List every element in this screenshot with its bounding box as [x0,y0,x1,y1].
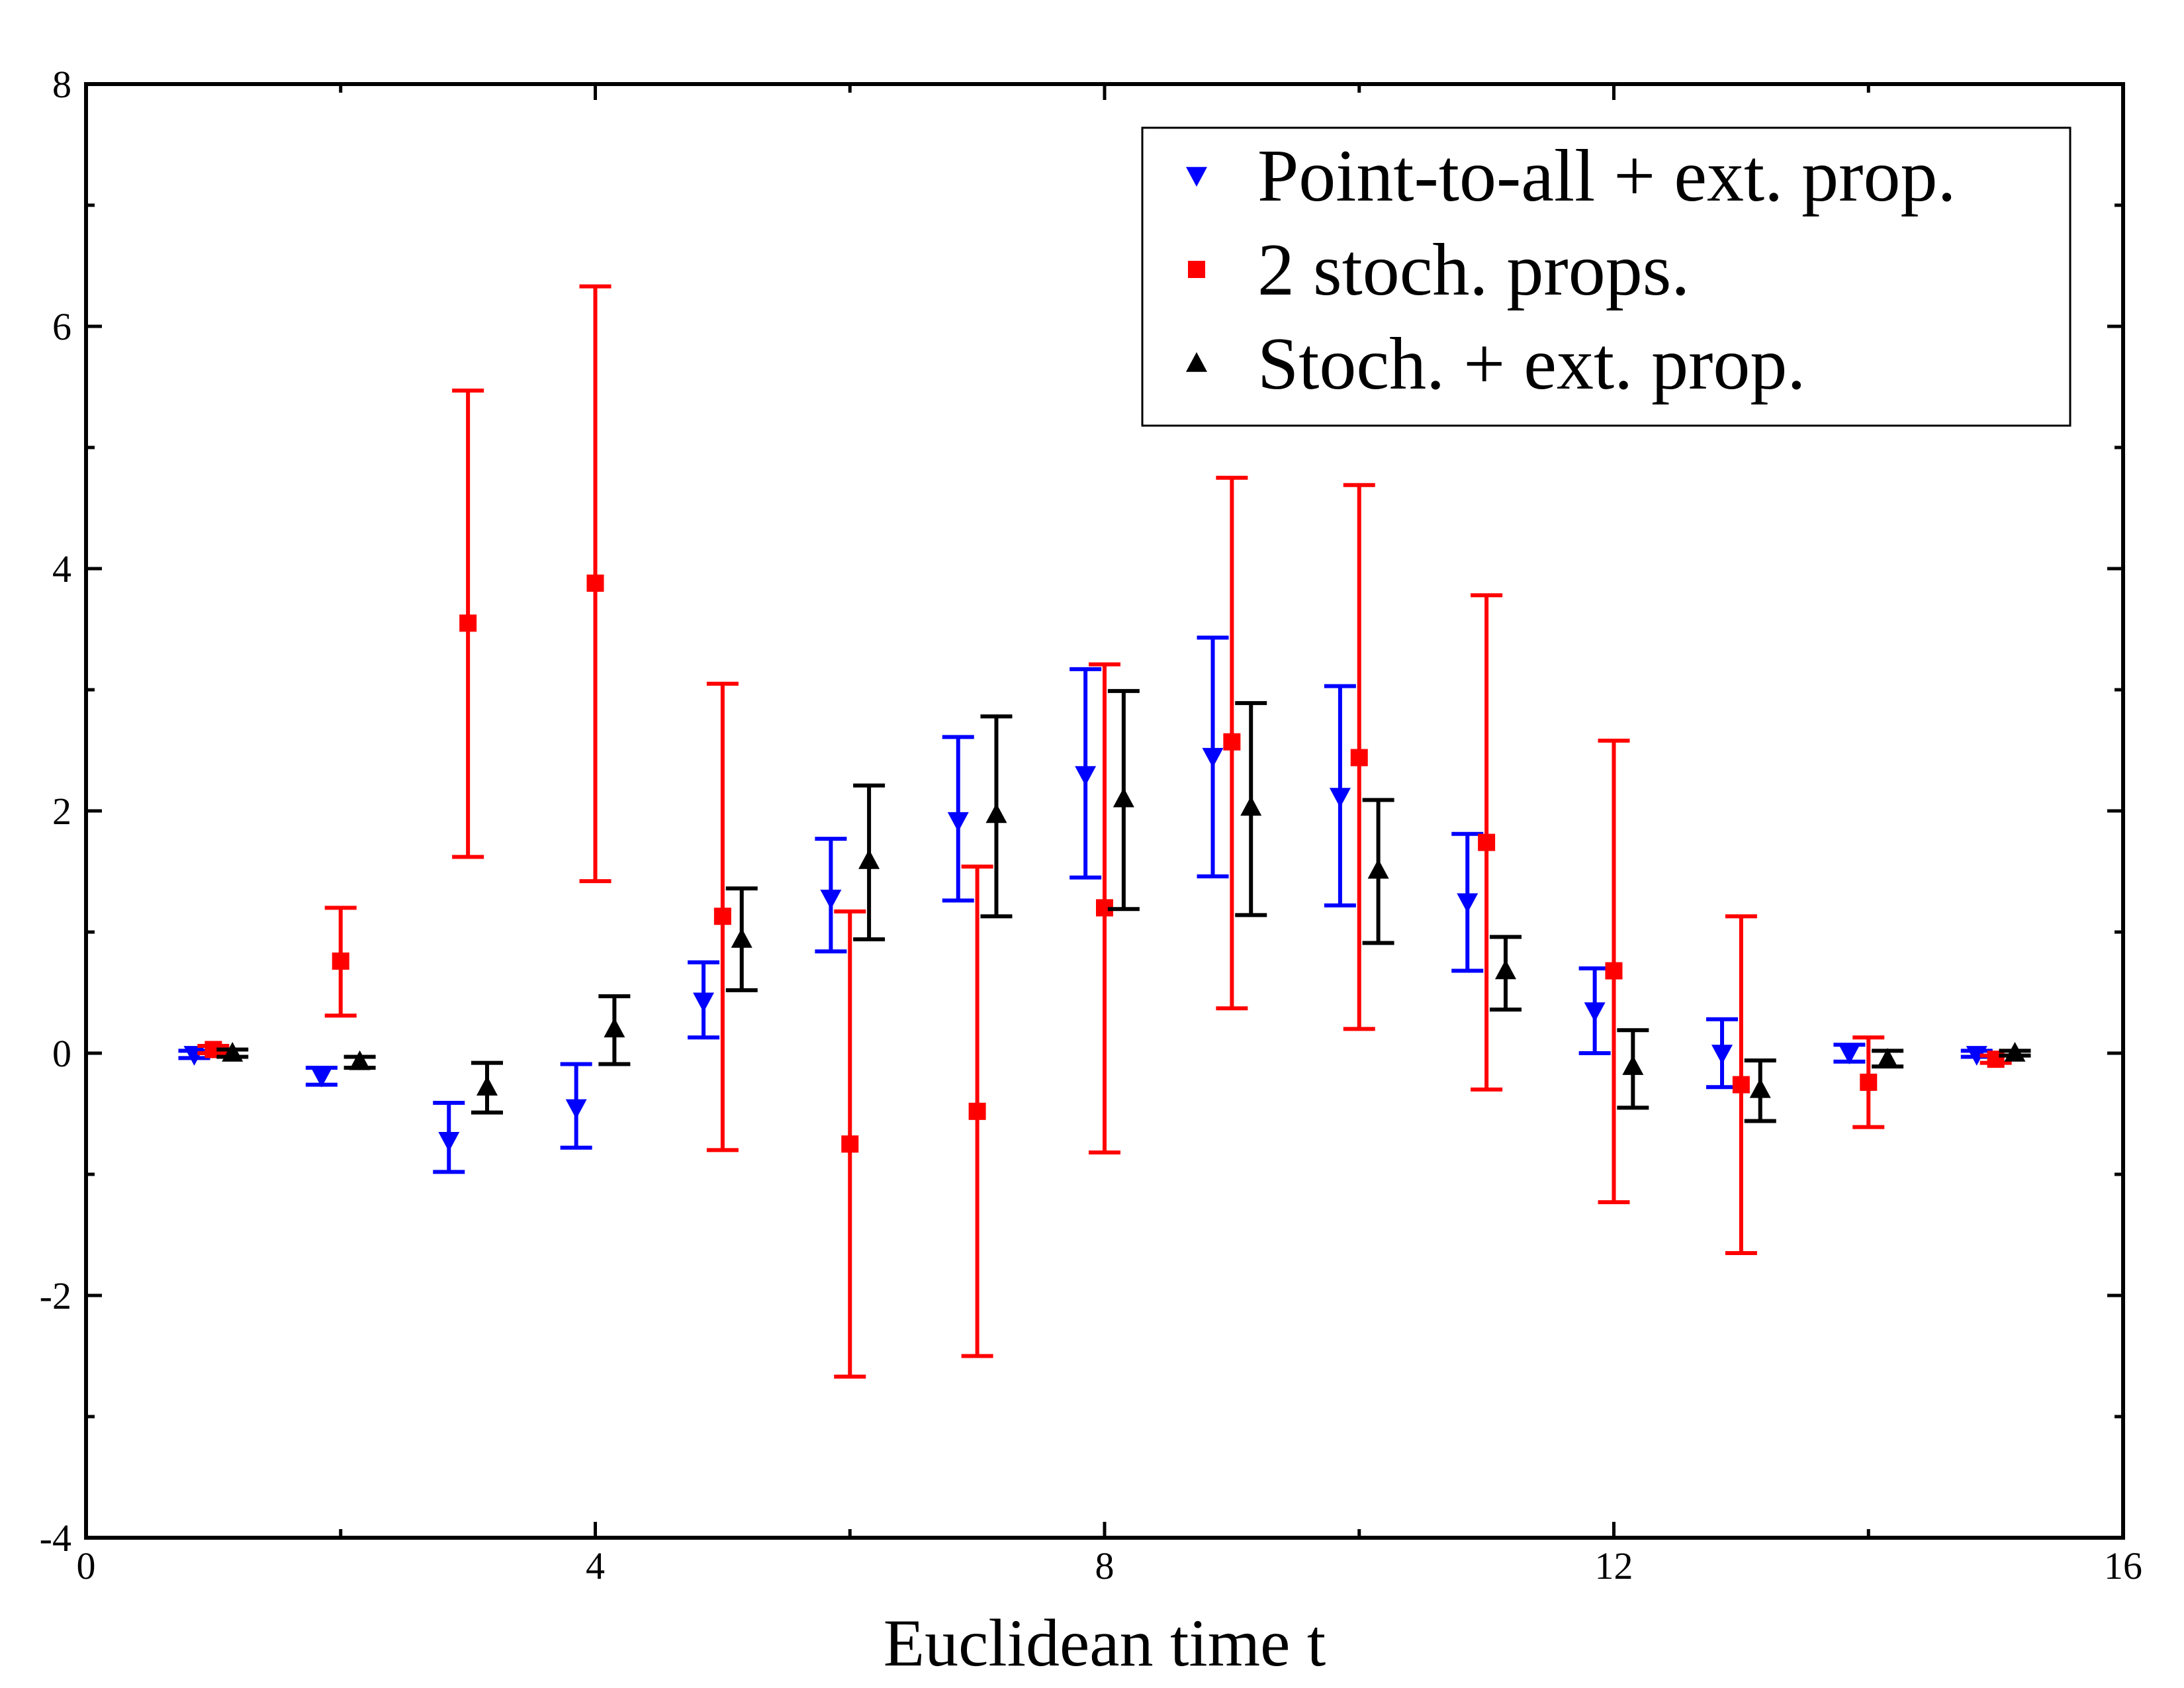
data-point [1202,747,1224,768]
legend-box [1141,126,2071,427]
plot-frame [84,82,2125,1540]
legend-label: Point-to-all + ext. prop. [1257,135,1956,217]
y-tick-label: 8 [52,63,71,106]
data-point [1987,1051,2005,1068]
data-point [1329,788,1351,808]
data-point [1223,733,1241,751]
data-point [459,614,477,632]
y-tick-label: 0 [52,1032,71,1075]
data-point [183,1046,205,1066]
data-point [310,1068,332,1088]
x-tick-label: 12 [1595,1544,1633,1587]
x-tick-label: 0 [77,1544,96,1587]
data-point [968,1102,986,1120]
x-axis-title: Euclidean time t [884,1606,1326,1681]
data-point [1075,766,1097,786]
data-point [820,890,842,910]
data-point [1350,749,1368,767]
data-point [2004,1042,2026,1062]
data-point [586,574,604,592]
data-point [438,1132,460,1152]
data-point [1113,787,1134,808]
axis-tick-labels: 0 4 8 12 16 -4 -2 0 2 4 6 8 [40,63,2142,1587]
y-tick-label: 2 [52,790,71,833]
x-tick-label: 8 [1095,1544,1115,1587]
data-point [841,1135,859,1153]
data-point [1494,959,1516,980]
data-point [1622,1055,1644,1075]
x-tick-label: 4 [586,1544,605,1587]
data-point [1478,833,1496,851]
data-point [476,1076,498,1096]
data-point [565,1099,587,1119]
y-tick-label: 6 [52,305,71,348]
y-tick-label: 4 [52,547,71,590]
data-point [1732,1076,1750,1094]
data-point [1877,1048,1899,1068]
legend-marker [1186,352,1207,372]
data-point [731,927,752,948]
y-tick-label: -4 [40,1517,71,1560]
data-point [693,992,715,1013]
data-point [1584,1002,1606,1022]
data-point [349,1050,371,1070]
data-point [947,812,969,832]
data-point [1605,962,1623,980]
data-point [222,1042,244,1062]
data-point [1367,859,1389,879]
legend-marker [1188,261,1205,278]
legend-label: 2 stoch. props. [1257,229,1690,311]
data-point [1240,796,1262,816]
data-point [604,1017,625,1038]
data-point [985,803,1007,823]
data-point [1966,1046,1987,1066]
series-3 [216,688,2031,1123]
y-tick-label: -2 [40,1274,71,1317]
data-point [1749,1078,1771,1098]
data-point [1839,1045,1860,1064]
data-point [332,952,349,970]
legend-label: Stoch. + ext. prop. [1257,323,1805,405]
legend: Point-to-all + ext. prop. 2 stoch. props.… [1141,126,2071,427]
data-point [1860,1073,1878,1091]
plot-data [178,284,2031,1379]
data-point [713,908,731,925]
data-point [1711,1045,1733,1064]
data-point [858,849,880,869]
legend-marker [1186,167,1207,187]
x-tick-label: 16 [2104,1544,2142,1587]
data-point [1457,893,1479,914]
